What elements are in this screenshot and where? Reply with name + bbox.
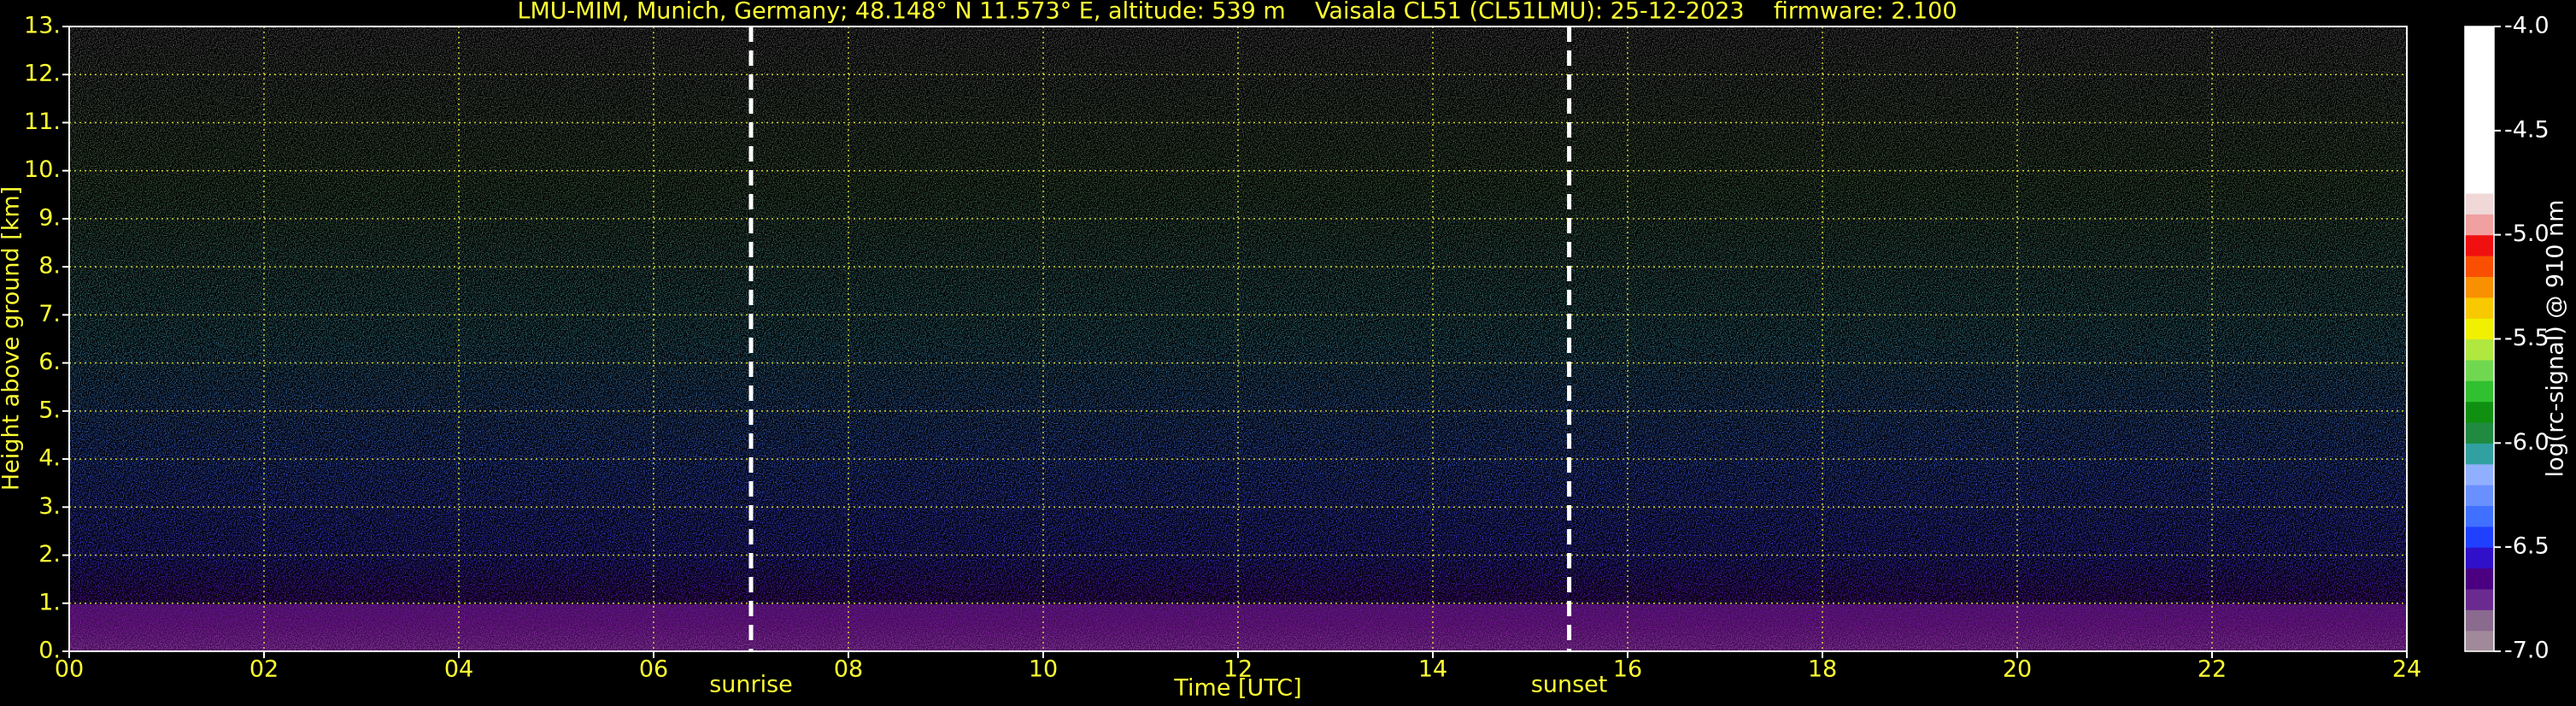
y-tick-label: 8. <box>38 253 61 279</box>
colorbar-segment <box>2465 568 2494 590</box>
colorbar-segment <box>2465 505 2494 527</box>
colorbar-segment <box>2465 547 2494 569</box>
x-tick-label: 18 <box>1808 656 1837 683</box>
colorbar-segment <box>2465 609 2494 632</box>
colorbar-segment <box>2465 630 2494 652</box>
colorbar-tick-label: -4.0 <box>2504 13 2550 39</box>
colorbar-segment <box>2465 192 2494 215</box>
y-tick-label: 10. <box>24 156 61 183</box>
colorbar-segment <box>2465 276 2494 298</box>
x-axis-label: Time [UTC] <box>1173 675 1301 702</box>
plot-frame <box>68 26 2408 652</box>
colorbar-segment <box>2465 588 2494 610</box>
colorbar-segment <box>2465 443 2494 465</box>
colorbar-segment <box>2465 526 2494 548</box>
y-tick-label: 4. <box>38 445 61 472</box>
x-tick-label: 06 <box>639 656 668 683</box>
annotation-label: sunrise <box>709 672 793 698</box>
y-tick-label: 9. <box>38 204 61 231</box>
colorbar-segment <box>2465 130 2494 152</box>
colorbar-segment <box>2465 47 2494 69</box>
colorbar-tick-label: -5.0 <box>2504 221 2550 247</box>
colorbar-segment <box>2465 234 2494 256</box>
y-tick-label: 2. <box>38 541 61 568</box>
colorbar-segment <box>2465 338 2494 361</box>
colorbar-segment <box>2465 380 2494 403</box>
colorbar-segment <box>2465 151 2494 174</box>
colorbar-segment <box>2465 109 2494 132</box>
y-tick-label: 6. <box>38 349 61 375</box>
x-tick-label: 04 <box>444 656 473 683</box>
colorbar-segment <box>2465 318 2494 340</box>
x-tick-label: 22 <box>2198 656 2227 683</box>
colorbar-segment <box>2465 214 2494 236</box>
annotation-label: sunset <box>1531 672 1608 698</box>
y-tick-label: 12. <box>24 61 61 87</box>
chart-title: LMU-MIM, Munich, Germany; 48.148° N 11.5… <box>517 0 1957 25</box>
colorbar-segment <box>2465 463 2494 485</box>
y-axis-label: Height above ground [km] <box>0 186 25 491</box>
colorbar-tick-label: -6.5 <box>2504 533 2550 560</box>
y-tick-label: 11. <box>24 109 61 135</box>
colorbar-segment <box>2465 89 2494 111</box>
colorbar-segment <box>2465 401 2494 423</box>
y-tick-label: 5. <box>38 397 61 423</box>
colorbar-segment <box>2465 359 2494 381</box>
x-tick-label: 16 <box>1613 656 1642 683</box>
y-tick-label: 3. <box>38 493 61 520</box>
colorbar-segment <box>2465 421 2494 444</box>
y-tick-label: 7. <box>38 301 61 327</box>
x-tick-label: 20 <box>2003 656 2032 683</box>
x-tick-label: 14 <box>1418 656 1447 683</box>
colorbar-segment <box>2465 26 2494 48</box>
colorbar-segment <box>2465 68 2494 90</box>
colorbar-tick-label: -4.5 <box>2504 116 2550 143</box>
colorbar-segment <box>2465 256 2494 277</box>
y-tick-label: 0. <box>38 638 61 664</box>
x-tick-label: 08 <box>834 656 863 683</box>
x-tick-label: 10 <box>1029 656 1058 683</box>
y-tick-label: 1. <box>38 589 61 615</box>
x-tick-label: 02 <box>249 656 279 683</box>
colorbar-tick-label: -7.0 <box>2504 638 2550 664</box>
colorbar-tick-label: -6.0 <box>2504 429 2550 456</box>
colorbar-segment <box>2465 485 2494 507</box>
y-tick-label: 13. <box>24 13 61 39</box>
colorbar-segment <box>2465 172 2494 194</box>
colorbar-label: log(rc-signal) @ 910 nm <box>2543 200 2569 478</box>
colorbar-tick-label: -5.5 <box>2504 325 2550 351</box>
x-tick-label: 12 <box>1223 656 1253 683</box>
x-tick-label: 00 <box>55 656 84 683</box>
colorbar-segment <box>2465 297 2494 319</box>
x-tick-label: 24 <box>2392 656 2421 683</box>
